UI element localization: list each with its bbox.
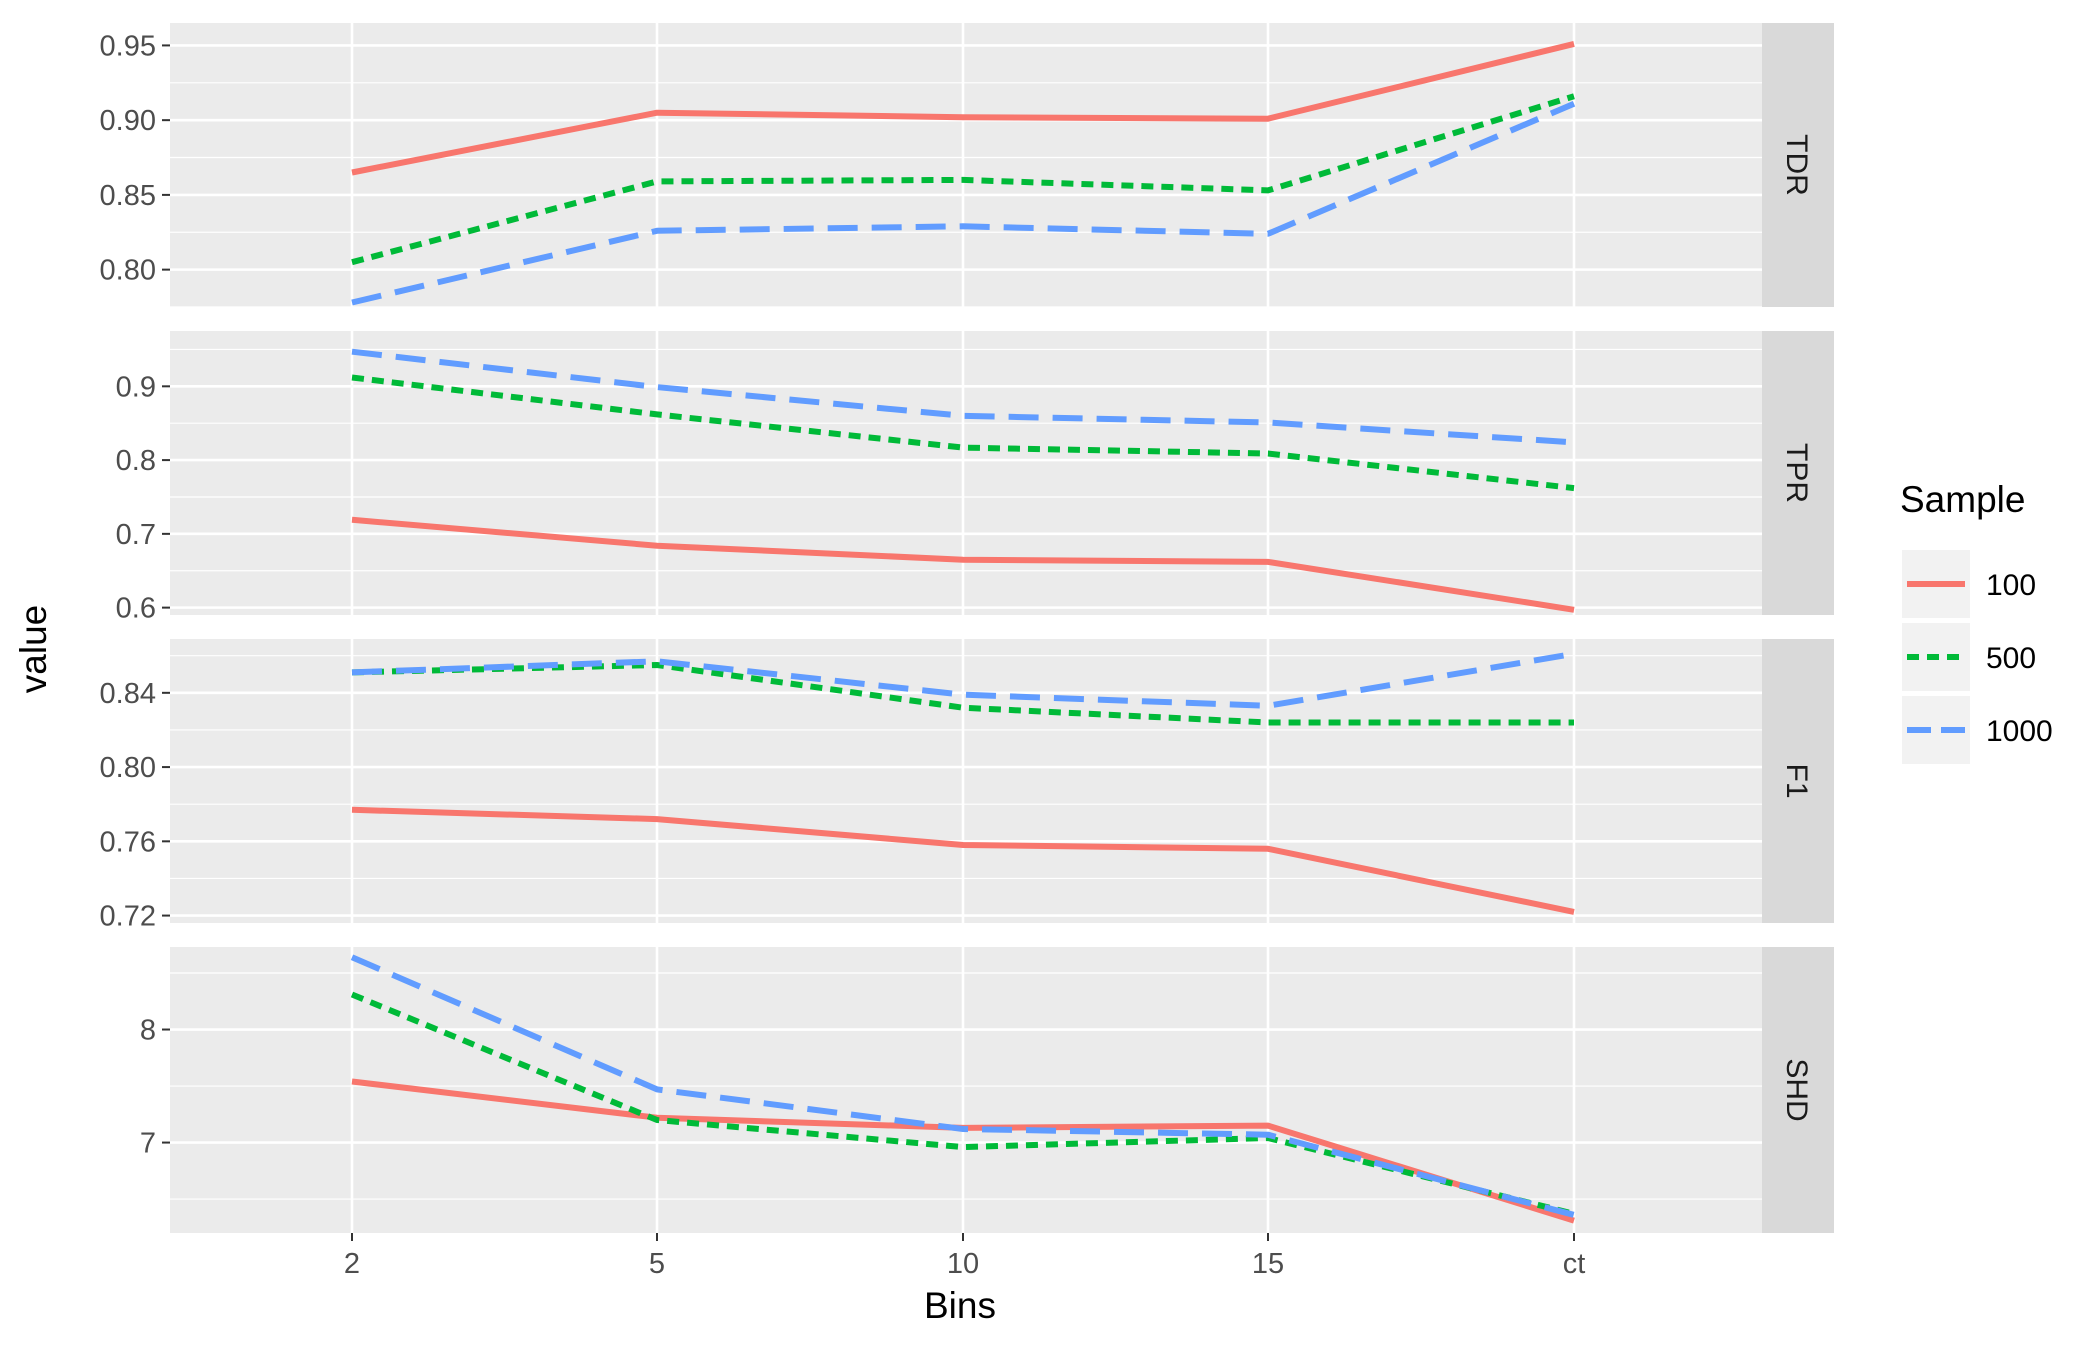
series-line-1000 (351, 100, 1576, 306)
x-tick-label: 10 (947, 1248, 979, 1280)
x-tick-label: 2 (344, 1248, 360, 1280)
x-tick-label: ct (1563, 1248, 1586, 1280)
series-line-1000 (351, 650, 1575, 709)
legend-item-1000: 1000 (1902, 696, 2053, 764)
y-axis-title: value (13, 605, 54, 693)
facet-strip (1762, 23, 1834, 307)
legend-label: 1000 (1986, 715, 2053, 748)
panel-background (170, 639, 1762, 923)
y-tick-label: 0.6 (116, 593, 156, 625)
y-tick-label: 0.95 (100, 30, 156, 62)
series-line-500 (351, 374, 1575, 492)
x-tick-label: 15 (1252, 1248, 1284, 1280)
facet-panel-shd: 7 8 SHD (140, 947, 1834, 1233)
y-tick-label: 0.9 (116, 371, 156, 403)
series-line-500 (351, 93, 1575, 266)
legend: Sample 100 500 1000 (1900, 479, 2053, 764)
series-line-100 (351, 516, 1575, 613)
series-line-100 (351, 806, 1575, 915)
facet-panel-tpr: 0.6 0.7 0.8 0.9 TPR (116, 331, 1834, 625)
x-axis: 2 5 10 15 ct (344, 1233, 1585, 1280)
y-tick-label: 0.76 (100, 826, 156, 858)
series-line-100 (351, 40, 1575, 176)
facet-panel-tdr: 0.80 0.85 0.90 0.95 TDR (100, 23, 1834, 308)
y-tick-label: 0.84 (100, 678, 156, 710)
facet-strip-label: SHD (1780, 1058, 1813, 1121)
panel-background (170, 331, 1762, 615)
legend-item-500: 500 (1902, 623, 2036, 691)
series-line-1000 (351, 348, 1575, 446)
y-tick-label: 7 (140, 1128, 156, 1160)
y-tick-label: 0.72 (100, 901, 156, 933)
legend-item-100: 100 (1902, 550, 2036, 618)
facet-panel-f1: 0.72 0.76 0.80 0.84 F1 (100, 639, 1834, 933)
facet-strip (1762, 331, 1834, 615)
legend-label: 100 (1986, 569, 2036, 602)
panel-background (170, 23, 1762, 307)
series-line-500 (350, 991, 1575, 1217)
facet-strip (1762, 639, 1834, 923)
x-axis-title: Bins (924, 1285, 996, 1326)
legend-title: Sample (1900, 479, 2025, 520)
y-tick-label: 0.90 (100, 105, 156, 137)
facet-strip (1762, 947, 1834, 1233)
x-tick-label: 5 (649, 1248, 665, 1280)
series-line-1000 (350, 954, 1575, 1218)
y-tick-label: 8 (140, 1015, 156, 1047)
legend-label: 500 (1986, 642, 2036, 675)
y-tick-label: 0.80 (100, 752, 156, 784)
y-tick-label: 0.7 (116, 519, 156, 551)
facet-strip-label: TDR (1780, 134, 1813, 196)
facet-strip-label: F1 (1780, 763, 1813, 798)
y-tick-label: 0.85 (100, 180, 156, 212)
y-tick-label: 0.80 (100, 255, 156, 287)
facet-panels: 0.800.850.900.95TDR0.60.70.80.9TPR0.720.… (100, 23, 1834, 1233)
y-tick-label: 0.8 (116, 445, 156, 477)
facet-strip-label: TPR (1780, 443, 1813, 503)
